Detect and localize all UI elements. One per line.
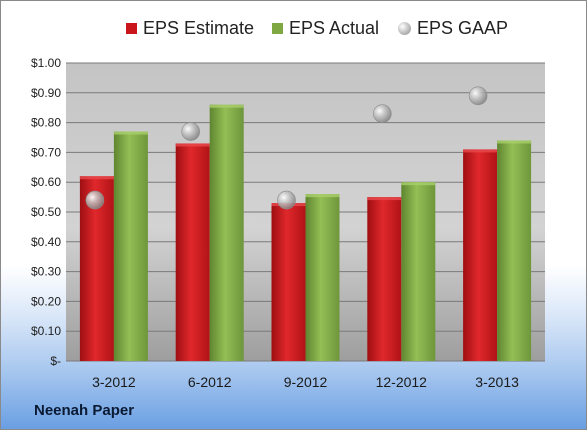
bar-top-highlight xyxy=(79,176,114,180)
y-tick-label: $0.60 xyxy=(31,175,61,189)
y-tick-label: $0.40 xyxy=(31,235,61,249)
y-tick-label: $0.90 xyxy=(31,86,61,100)
bar-eps-actual xyxy=(401,182,436,361)
bar-top-highlight xyxy=(113,131,148,135)
y-tick-label: $0.80 xyxy=(31,116,61,130)
y-axis-ticks: $- $0.10 $0.20 $0.30 $0.40 $0.50 $0.60 $0.70 $0.… xyxy=(31,56,61,368)
y-tick-label: $1.00 xyxy=(31,56,61,70)
marker-eps-gaap xyxy=(277,190,296,210)
legend-marker-eps-gaap xyxy=(398,22,411,35)
x-tick-label: 12-2012 xyxy=(376,374,428,390)
legend-item-eps-actual: EPS Actual xyxy=(272,18,379,39)
x-tick-label: 6-2012 xyxy=(188,374,232,390)
bar-top-highlight xyxy=(497,140,532,144)
y-tick-label: $0.20 xyxy=(31,294,61,308)
legend-label-eps-actual: EPS Actual xyxy=(289,18,380,38)
bar-eps-estimate xyxy=(367,197,402,361)
bar-top-highlight xyxy=(463,149,498,153)
marker-eps-gaap xyxy=(372,104,392,123)
y-tick-label: $0.70 xyxy=(31,145,61,159)
marker-eps-gaap xyxy=(181,122,200,141)
bar-top-highlight xyxy=(175,143,210,147)
bar-top-highlight xyxy=(367,197,402,201)
x-tick-label: 3-2012 xyxy=(92,374,136,390)
legend-item-eps-gaap: EPS GAAP xyxy=(398,18,508,39)
y-tick-label: $0.30 xyxy=(31,265,61,279)
company-name: Neenah Paper xyxy=(34,402,135,419)
bar-eps-actual xyxy=(305,194,340,361)
marker-eps-gaap xyxy=(85,190,105,210)
legend-swatch-eps-estimate xyxy=(126,23,137,34)
gaap-markers xyxy=(85,86,488,210)
bar-eps-actual xyxy=(497,140,532,361)
bar-eps-actual xyxy=(113,131,148,361)
legend-item-eps-estimate: EPS Estimate xyxy=(126,18,254,39)
x-axis-ticks: 3-2012 6-2012 9-2012 12-2012 3-2013 xyxy=(92,374,519,390)
bar-eps-estimate xyxy=(175,143,210,361)
bars xyxy=(79,104,532,361)
bar-top-highlight xyxy=(401,182,436,186)
legend-label-eps-gaap: EPS GAAP xyxy=(417,18,509,38)
bar-top-highlight xyxy=(305,194,340,198)
legend-swatch-eps-actual xyxy=(272,23,283,34)
x-tick-label: 9-2012 xyxy=(284,374,328,390)
x-tick-label: 3-2013 xyxy=(475,374,519,390)
y-tick-label: $0.10 xyxy=(31,324,61,338)
y-tick-label: $- xyxy=(50,354,61,368)
marker-eps-gaap xyxy=(468,86,488,106)
y-tick-label: $0.50 xyxy=(31,205,61,219)
bar-eps-estimate xyxy=(463,149,498,361)
bar-eps-actual xyxy=(209,104,244,361)
bar-top-highlight xyxy=(209,104,244,108)
bar-eps-estimate xyxy=(271,203,306,361)
legend-label-eps-estimate: EPS Estimate xyxy=(143,18,255,38)
legend: EPS Estimate EPS Actual EPS GAAP xyxy=(1,18,586,42)
